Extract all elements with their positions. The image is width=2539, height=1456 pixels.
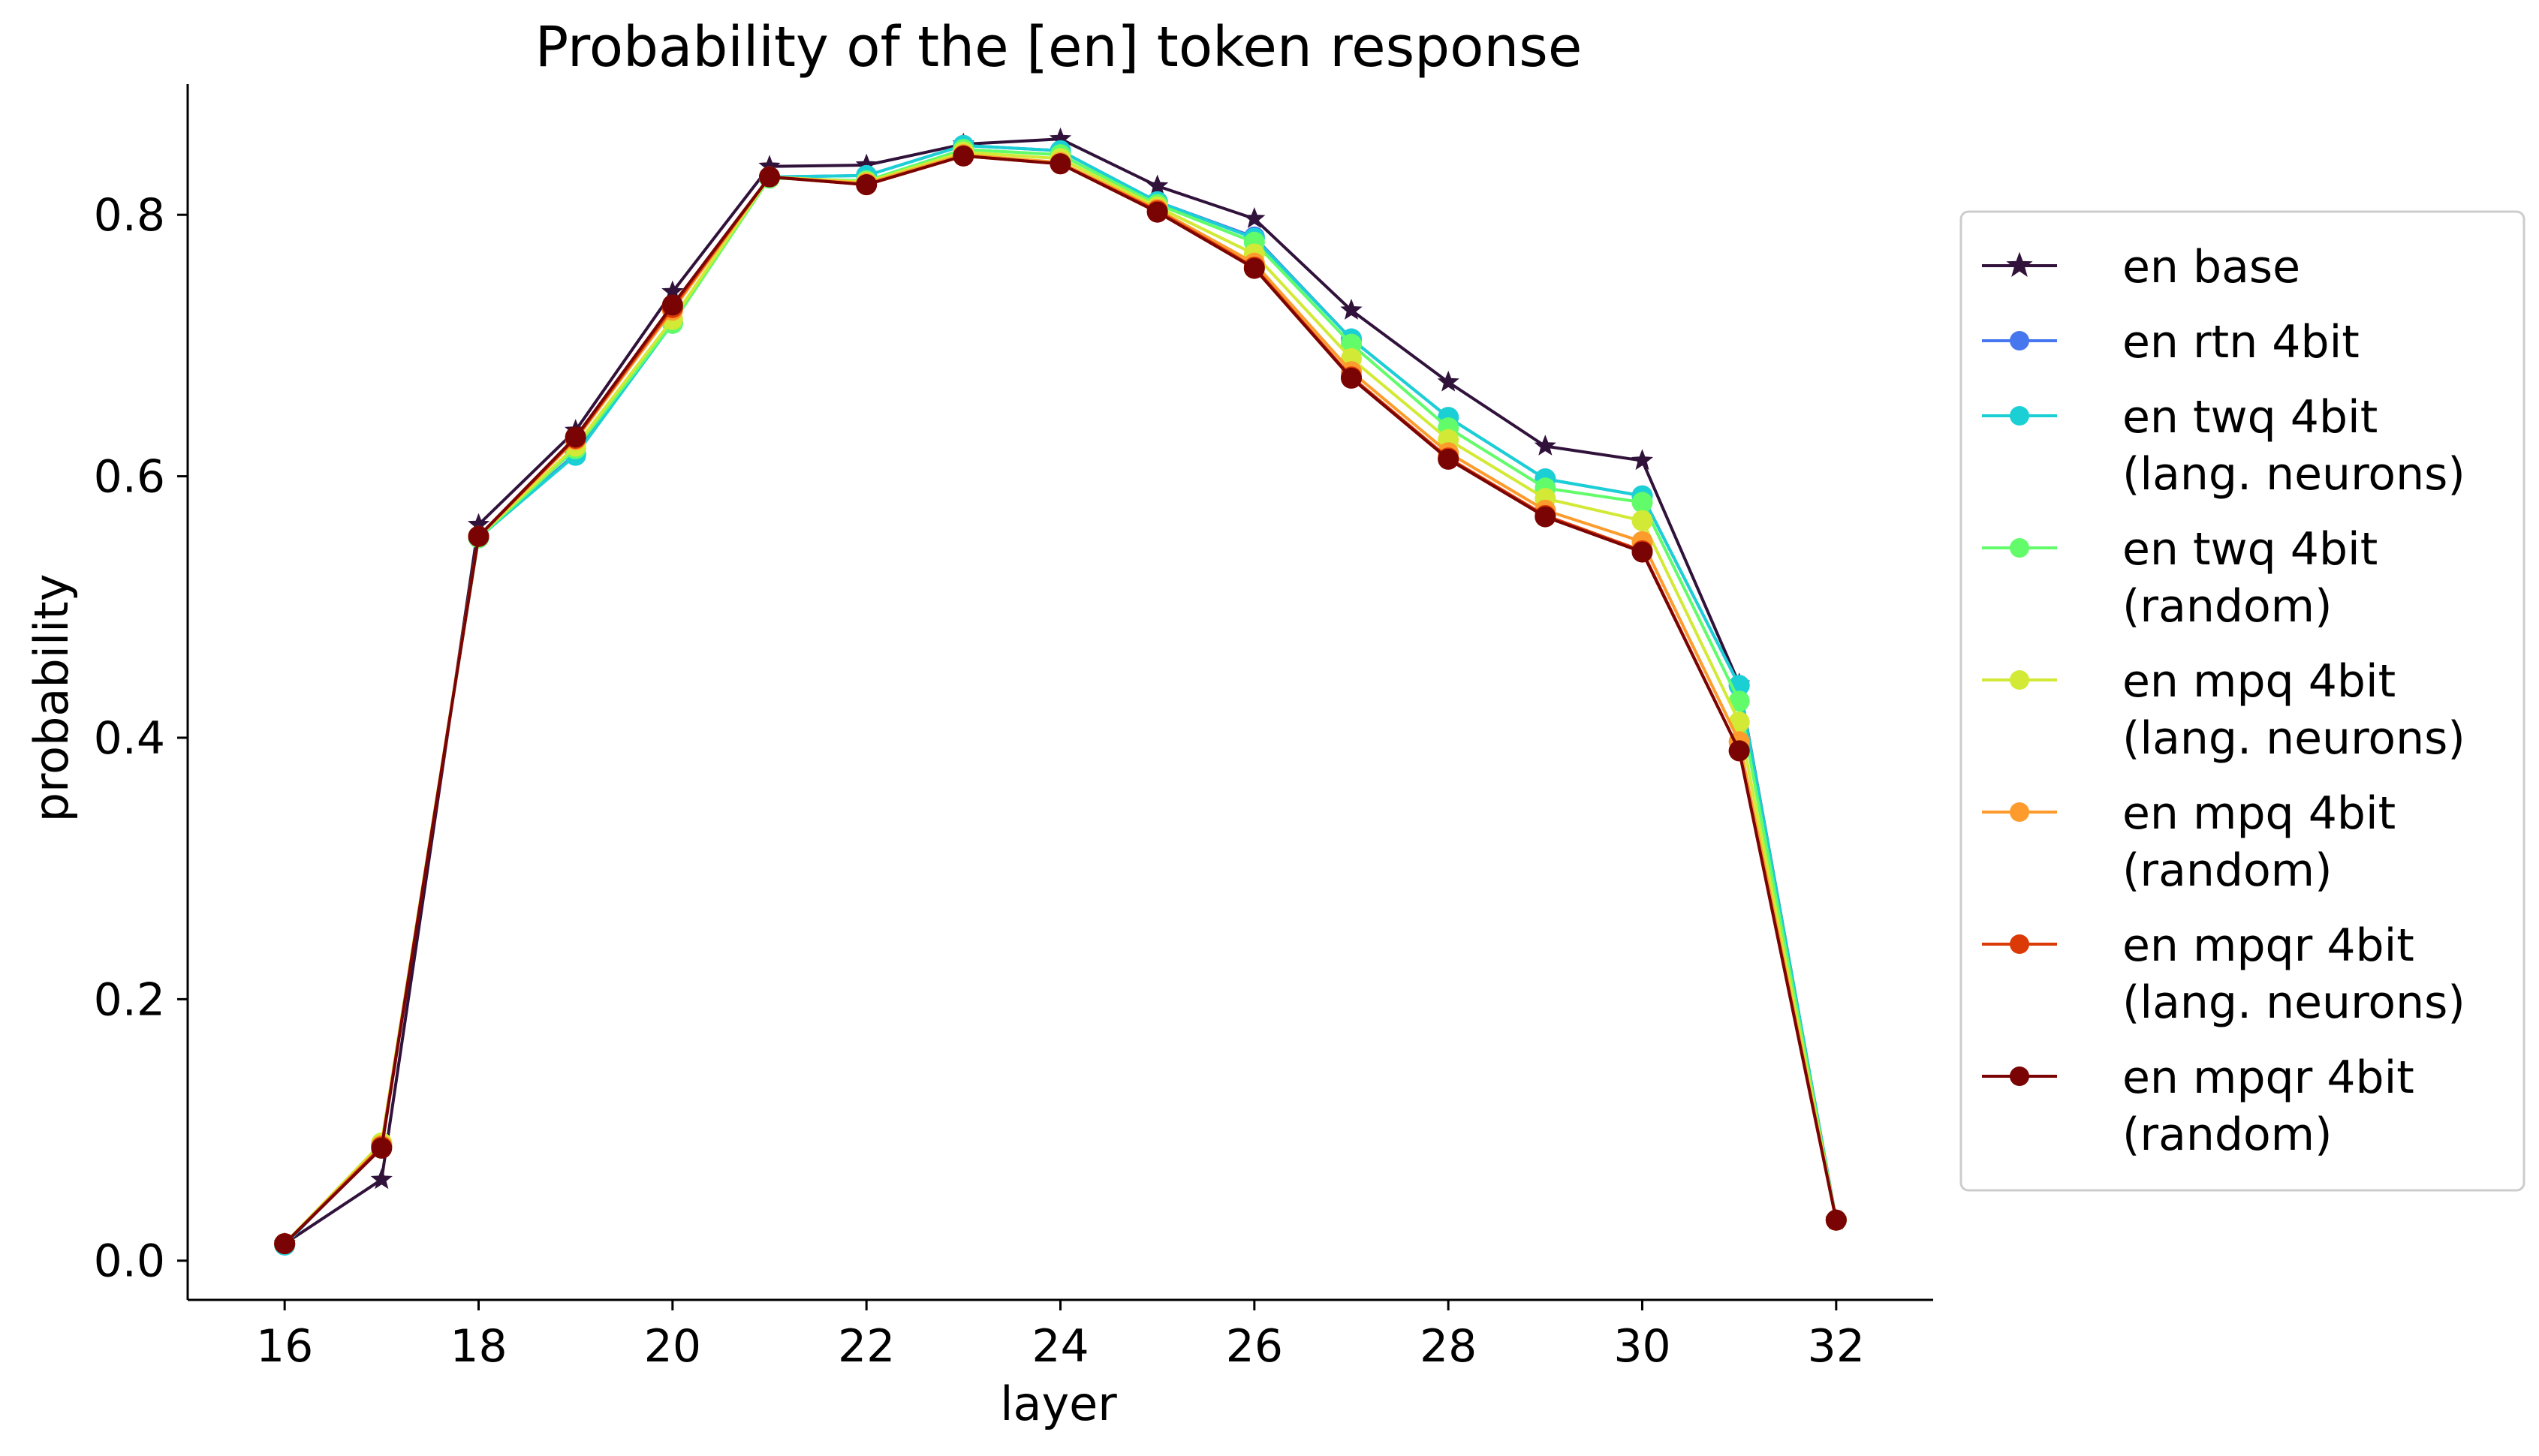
circle-marker <box>2010 538 2029 558</box>
series-line <box>284 137 1838 1245</box>
legend-label: en base <box>2122 241 2300 293</box>
series-8 <box>274 145 1847 1255</box>
y-tick-label: 0.2 <box>94 973 165 1026</box>
legend-item-6: en mpq 4bit (random) <box>1982 787 2396 897</box>
circle-marker <box>1631 492 1653 513</box>
chart-title: Probability of the [en] token response <box>535 15 1583 80</box>
series-1 <box>273 127 1848 1253</box>
series-4 <box>274 139 1847 1255</box>
x-tick-label: 26 <box>1226 1320 1283 1373</box>
star-marker <box>1631 449 1654 471</box>
legend-item-2: en rtn 4bit <box>1982 316 2360 369</box>
y-tick-label: 0.4 <box>94 712 165 765</box>
circle-marker <box>1535 506 1556 528</box>
x-tick-label: 18 <box>450 1320 507 1373</box>
circle-marker <box>2010 934 2029 954</box>
circle-marker <box>1438 448 1459 470</box>
circle-marker <box>953 145 974 167</box>
x-tick-label: 20 <box>644 1320 701 1373</box>
series-2 <box>274 134 1847 1256</box>
circle-marker <box>1728 711 1750 733</box>
star-marker <box>1437 370 1459 392</box>
y-tick-label: 0.8 <box>94 189 165 242</box>
legend: en base en rtn 4bit en twq 4bit (lang. neur… <box>1959 210 2525 1192</box>
legend-item-3: en twq 4bit (lang. neurons) <box>1982 391 2465 501</box>
circle-marker <box>1341 333 1362 355</box>
series-line <box>283 154 1838 1245</box>
legend-label: en rtn 4bit <box>2122 316 2360 369</box>
star-marker <box>1534 435 1556 456</box>
circle-marker <box>274 1233 296 1255</box>
series-line <box>283 154 1838 1245</box>
series-line <box>283 143 1838 1247</box>
circle-marker <box>856 174 878 196</box>
circle-marker <box>1631 510 1653 531</box>
x-tick-label: 22 <box>838 1320 895 1373</box>
x-tick-label: 24 <box>1032 1320 1089 1373</box>
star-marker <box>1243 207 1266 228</box>
circle-marker <box>468 525 489 547</box>
legend-item-1: en base <box>1982 241 2300 293</box>
circle-marker <box>1050 153 1071 175</box>
circle-marker <box>2010 802 2029 822</box>
series-line <box>283 143 1838 1247</box>
legend-item-5: en mpq 4bit (lang. neurons) <box>1982 655 2465 765</box>
circle-marker <box>1341 367 1362 389</box>
star-marker <box>370 1168 393 1190</box>
legend-label: en twq 4bit (lang. neurons) <box>2122 391 2465 501</box>
series-7 <box>274 145 1847 1255</box>
circle-marker <box>1728 740 1750 762</box>
x-tick-label: 30 <box>1613 1320 1670 1373</box>
circle-marker <box>2010 331 2029 350</box>
legend-box <box>1959 210 2525 1192</box>
circle-marker <box>371 1137 393 1159</box>
y-axis-label: probability <box>24 574 79 823</box>
x-tick-label: 16 <box>256 1320 313 1373</box>
y-tick-label: 0.0 <box>94 1235 165 1288</box>
circle-marker <box>2010 406 2029 426</box>
series-line <box>283 148 1838 1245</box>
circle-marker <box>2010 1066 2029 1086</box>
x-tick-label: 28 <box>1420 1320 1477 1373</box>
legend-label: en mpq 4bit (random) <box>2122 787 2396 897</box>
star-marker <box>1146 174 1169 196</box>
legend-item-7: en mpqr 4bit (lang. neurons) <box>1982 919 2465 1029</box>
y-tick-label: 0.6 <box>94 451 165 504</box>
circle-marker <box>759 166 780 188</box>
series-3 <box>274 134 1847 1256</box>
series-group <box>273 127 1848 1256</box>
circle-marker <box>1631 541 1653 563</box>
circle-marker <box>661 294 683 316</box>
star-marker <box>2006 251 2033 277</box>
legend-item-4: en twq 4bit (random) <box>1982 523 2378 633</box>
legend-label: en mpq 4bit (lang. neurons) <box>2122 655 2465 765</box>
legend-item-8: en mpqr 4bit (random) <box>1982 1051 2414 1161</box>
x-axis-label: layer <box>1000 1376 1117 1431</box>
series-6 <box>274 144 1847 1255</box>
circle-marker <box>1146 201 1168 223</box>
circle-marker <box>2010 670 2029 690</box>
x-tick-label: 32 <box>1808 1320 1865 1373</box>
legend-label: en twq 4bit (random) <box>2122 523 2378 633</box>
axes: 16 18 20 22 24 26 28 30 32 0.0 0.2 0.4 0.6 0.8 <box>94 84 1933 1373</box>
legend-label: en mpqr 4bit (random) <box>2122 1051 2414 1161</box>
star-marker <box>1340 299 1363 320</box>
circle-marker <box>1728 690 1750 712</box>
series-5 <box>274 141 1847 1255</box>
circle-marker <box>1243 257 1265 279</box>
legend-label: en mpqr 4bit (lang. neurons) <box>2122 919 2465 1029</box>
circle-marker <box>565 426 586 448</box>
circle-marker <box>1825 1209 1847 1231</box>
series-line <box>283 150 1838 1245</box>
series-line <box>283 153 1838 1245</box>
